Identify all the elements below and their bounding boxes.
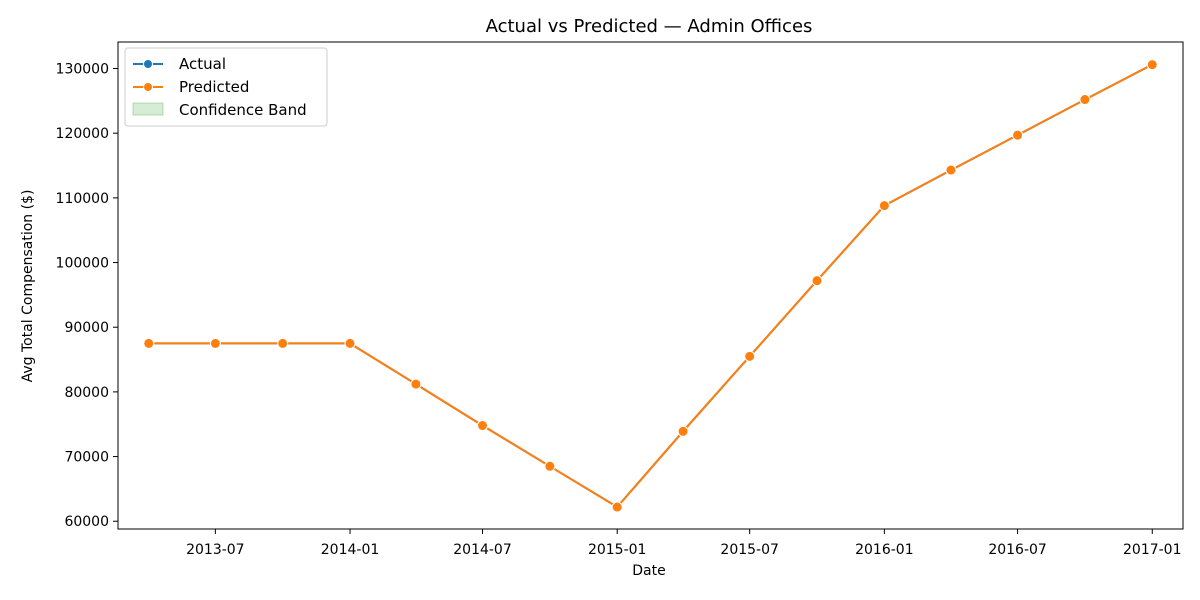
point-predicted	[344, 337, 356, 349]
x-tick-label: 2016-07	[988, 542, 1047, 558]
point-predicted	[945, 164, 957, 176]
point-predicted	[477, 420, 489, 432]
y-tick-label: 80000	[64, 385, 109, 401]
y-tick-label: 120000	[56, 126, 109, 142]
legend-marker-predicted	[143, 82, 153, 92]
chart-title: Actual vs Predicted — Admin Offices	[486, 16, 813, 37]
x-tick-label: 2016-01	[855, 542, 914, 558]
y-tick-label: 90000	[64, 320, 109, 336]
y-axis: 60000 70000 80000 90000 100000 110000 120000 13…	[56, 62, 118, 530]
y-tick-label: 100000	[56, 256, 109, 272]
x-tick-label: 2015-01	[588, 542, 647, 558]
x-tick-label: 2013-07	[186, 542, 245, 558]
y-tick-label: 70000	[64, 450, 109, 466]
x-tick-label: 2017-01	[1123, 542, 1182, 558]
point-predicted	[544, 460, 556, 472]
plot-area	[117, 41, 1184, 530]
x-axis-title: Date	[632, 563, 665, 579]
x-tick-label: 2015-07	[720, 542, 779, 558]
point-predicted	[410, 378, 422, 390]
legend-marker-actual	[143, 59, 153, 69]
y-tick-label: 60000	[64, 514, 109, 530]
legend-label-actual: Actual	[179, 55, 226, 73]
series-line-actual	[148, 63, 1153, 509]
point-predicted	[277, 337, 289, 349]
point-predicted	[611, 501, 623, 513]
legend-label-predicted: Predicted	[179, 78, 249, 96]
x-tick-label: 2014-01	[321, 542, 380, 558]
point-predicted	[744, 350, 756, 362]
point-predicted	[143, 337, 155, 349]
point-predicted	[677, 425, 689, 437]
point-predicted	[1012, 129, 1024, 141]
legend-label-confidence-band: Confidence Band	[179, 101, 307, 119]
point-predicted	[811, 275, 823, 287]
series-line-predicted	[148, 63, 1153, 509]
x-tick-label: 2014-07	[453, 542, 512, 558]
legend-swatch-confidence-band	[132, 102, 164, 116]
point-predicted	[209, 337, 221, 349]
series-layer	[143, 59, 1158, 513]
point-predicted	[878, 200, 890, 212]
x-axis: 2013-07 2014-01 2014-07 2015-01 2015-07 2016-…	[186, 529, 1182, 558]
legend-box	[124, 47, 328, 127]
point-predicted	[1079, 94, 1091, 106]
point-predicted	[1146, 59, 1158, 71]
y-axis-title: Avg Total Compensation ($)	[20, 190, 36, 383]
y-tick-label: 130000	[56, 62, 109, 78]
y-tick-label: 110000	[56, 191, 109, 207]
legend: Actual Predicted Confidence Band	[124, 47, 328, 127]
